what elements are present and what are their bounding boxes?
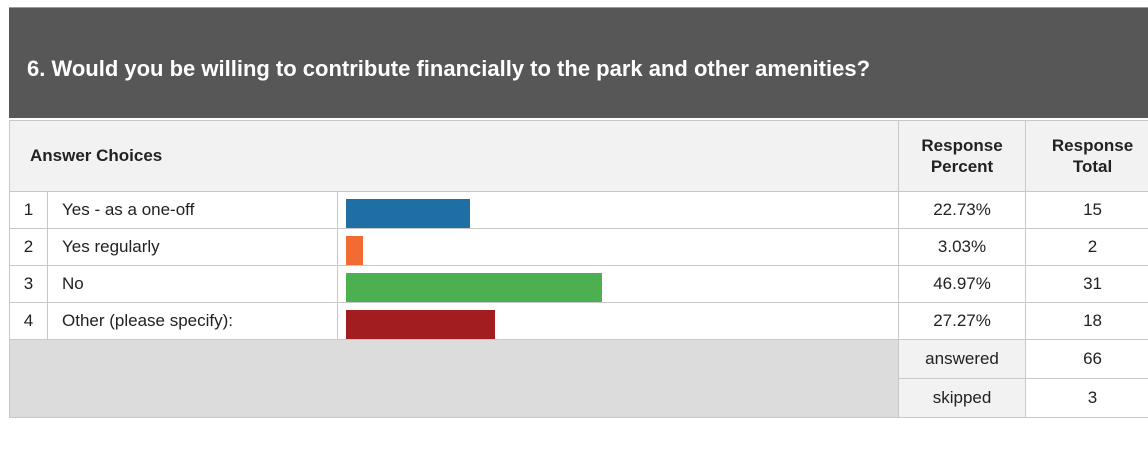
response-total-header-line2: Total [1072,157,1113,176]
row-percent: 27.27% [898,302,1027,340]
summary-spacer [8,339,900,418]
response-total-header-line1: Response [1051,136,1134,155]
bar-cell [336,228,900,266]
row-label: Yes - as a one-off [47,191,338,229]
table-row: 2 Yes regularly 3.03% 2 [9,228,1148,266]
row-percent: 22.73% [898,191,1027,229]
row-label: Other (please specify): [47,302,338,340]
row-index: 2 [9,228,48,266]
skipped-count: 3 [1025,378,1148,418]
question-title: 6. Would you be willing to contribute fi… [27,56,871,81]
row-percent: 46.97% [898,265,1027,303]
answered-count: 66 [1025,339,1148,379]
results-table: Answer Choices Response Percent Response… [8,120,1148,418]
bar [346,273,602,302]
row-total: 2 [1025,228,1148,266]
row-label: No [47,265,338,303]
table-row: 4 Other (please specify): 27.27% 18 [9,302,1148,340]
row-total: 18 [1025,302,1148,340]
table-header-row: Answer Choices Response Percent Response… [8,120,1148,192]
bar-cell [336,302,900,340]
bar-cell [336,265,900,303]
row-total: 31 [1025,265,1148,303]
skipped-row: skipped 3 [10,378,1148,418]
response-percent-header: Response Percent [898,120,1027,192]
response-percent-header-line1: Response [921,136,1003,155]
response-total-header: Response Total [1025,120,1148,192]
bar [346,199,470,228]
table-row: 1 Yes - as a one-off 22.73% 15 [9,191,1148,229]
answer-choices-header: Answer Choices [8,120,900,192]
table-row: 3 No 46.97% 31 [9,265,1148,303]
bar [346,310,495,339]
answered-label: answered [898,339,1027,379]
skipped-label: skipped [898,378,1027,418]
row-percent: 3.03% [898,228,1027,266]
row-index: 4 [9,302,48,340]
row-index: 3 [9,265,48,303]
response-percent-header-line2: Percent [930,157,994,176]
row-label: Yes regularly [47,228,338,266]
bar [346,236,363,265]
row-total: 15 [1025,191,1148,229]
row-index: 1 [9,191,48,229]
answered-row: answered 66 [8,339,1148,418]
bar-cell [336,191,900,229]
question-header: 6. Would you be willing to contribute fi… [9,7,1148,118]
